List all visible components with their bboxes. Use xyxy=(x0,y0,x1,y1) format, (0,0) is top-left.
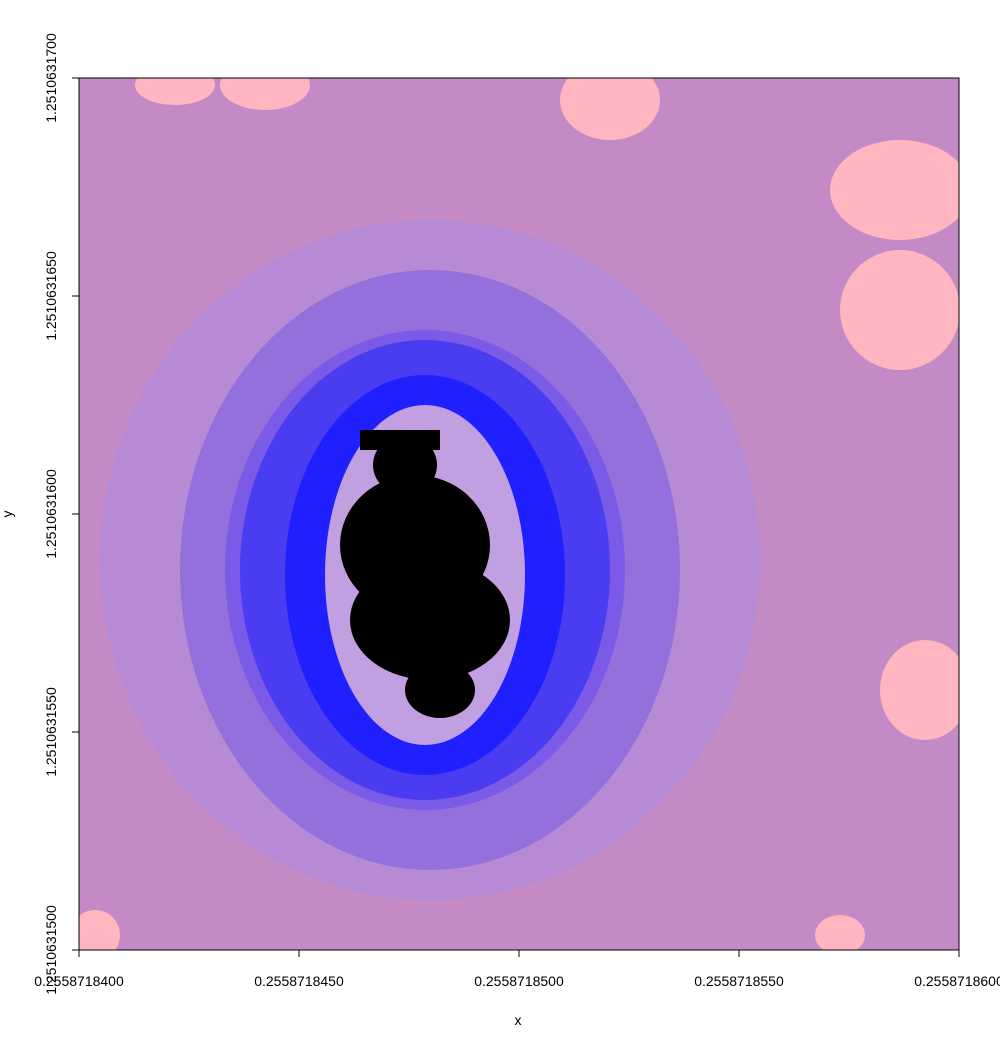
y-tick-label: 1.2510631650 xyxy=(43,251,59,341)
y-tick-label: 1.2510631500 xyxy=(43,905,59,995)
y-tick-label: 1.2510631600 xyxy=(43,469,59,559)
x-tick-label: 0.2558718450 xyxy=(254,973,344,989)
x-tick-label: 0.2558718500 xyxy=(474,973,564,989)
x-tick-label: 0.2558718600 xyxy=(914,973,1000,989)
x-axis-label: x xyxy=(515,1012,522,1028)
fractal-image xyxy=(79,78,959,950)
y-axis-label: y xyxy=(0,511,15,518)
x-tick-label: 0.2558718400 xyxy=(34,973,124,989)
y-tick-label: 1.2510631550 xyxy=(43,687,59,777)
y-tick-label: 1.2510631700 xyxy=(43,33,59,123)
x-tick-label: 0.2558718550 xyxy=(694,973,784,989)
